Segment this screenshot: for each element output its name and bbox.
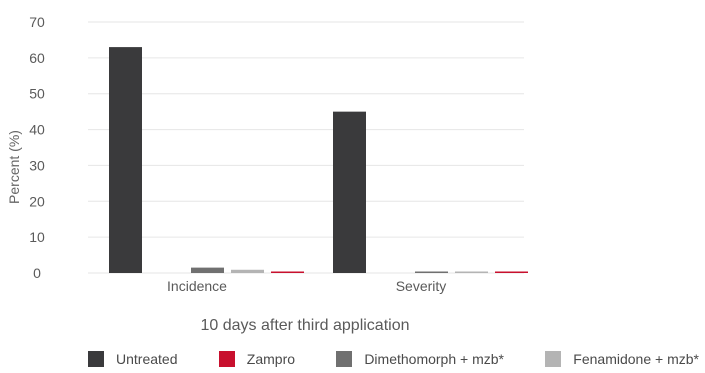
bar-incidence-zampro xyxy=(271,271,304,273)
bar-incidence-fenamidone-mzb xyxy=(231,269,264,273)
y-axis-ticks: 0 10 20 30 40 50 60 70 xyxy=(29,14,45,281)
y-tick-label-0: 0 xyxy=(33,265,41,281)
y-tick-label-5: 50 xyxy=(29,86,45,102)
bar-severity-fenamidone-mzb xyxy=(455,271,488,273)
bars xyxy=(109,47,528,274)
bar-severity-zampro xyxy=(495,271,528,273)
y-tick-label-6: 60 xyxy=(29,50,45,66)
bar-severity-dimethomorph-mzb xyxy=(415,271,448,273)
category-label-severity: Severity xyxy=(396,278,447,294)
legend-label: Untreated xyxy=(116,351,178,367)
y-tick-label-7: 70 xyxy=(29,14,45,30)
category-label-incidence: Incidence xyxy=(167,278,227,294)
bar-severity-untreated xyxy=(333,111,366,274)
legend-item-zampro: Zampro xyxy=(218,351,296,367)
legend-swatch xyxy=(545,351,562,367)
y-tick-label-1: 10 xyxy=(29,229,45,245)
legend-item-untreated: Untreated xyxy=(88,351,177,367)
legend-item-dimethomorph-mzb: Dimethomorph + mzb* xyxy=(336,351,504,367)
legend-label: Dimethomorph + mzb* xyxy=(364,351,504,367)
legend-swatch xyxy=(88,351,104,367)
legend-swatch xyxy=(336,351,353,367)
gridlines xyxy=(88,21,524,274)
bar-chart: 0 10 20 30 40 50 60 70 Incidence Severity Percen… xyxy=(6,14,528,334)
y-tick-label-2: 20 xyxy=(29,193,45,209)
legend: Untreated Zampro Dimethomorph + mzb* Fenami… xyxy=(0,347,705,371)
legend-label: Fenamidone + mzb* xyxy=(573,351,699,367)
y-tick-label-3: 30 xyxy=(29,157,45,173)
legend-item-fenamidone-mzb: Fenamidone + mzb* xyxy=(545,351,699,367)
x-axis-title: 10 days after third application xyxy=(200,317,409,334)
legend-label: Zampro xyxy=(246,351,296,367)
bar-incidence-untreated xyxy=(109,47,142,273)
y-tick-label-4: 40 xyxy=(29,122,45,138)
legend-swatch xyxy=(218,351,235,367)
bar-incidence-dimethomorph-mzb xyxy=(191,267,224,273)
x-axis-categories: Incidence Severity xyxy=(167,278,446,294)
y-axis-title: Percent (%) xyxy=(6,130,22,204)
